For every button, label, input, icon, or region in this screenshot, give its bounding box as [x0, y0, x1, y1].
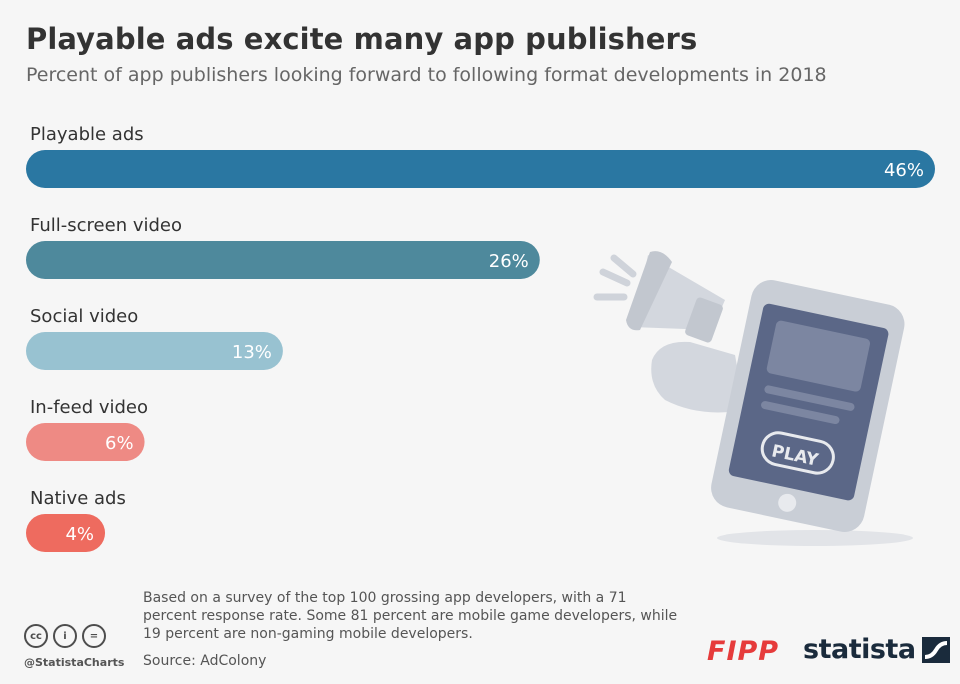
category-label: Full-screen video — [30, 215, 182, 236]
chart-subtitle: Percent of app publishers looking forwar… — [26, 64, 827, 86]
license-icons: cc i = — [24, 624, 106, 648]
smartphone-icon — [711, 280, 905, 532]
source-text: Source: AdColony — [143, 653, 267, 669]
category-label: Playable ads — [30, 124, 144, 145]
bar — [26, 332, 283, 370]
megaphone-icon — [593, 251, 745, 413]
fipp-logo: FIPP — [707, 636, 780, 667]
cc-icon: cc — [24, 624, 48, 648]
bar — [26, 241, 540, 279]
category-label: In-feed video — [30, 397, 148, 418]
no-derivatives-icon: = — [82, 624, 106, 648]
statista-handle: @StatistaCharts — [24, 656, 125, 669]
bar — [26, 514, 106, 552]
value-label: 26% — [489, 251, 529, 272]
phone-shadow — [717, 530, 913, 546]
statista-logo: statista — [803, 634, 916, 665]
value-label: 4% — [65, 524, 94, 545]
category-label: Social video — [30, 306, 138, 327]
bar — [26, 423, 145, 461]
category-label: Native ads — [30, 488, 126, 509]
value-label: 6% — [105, 433, 134, 454]
statista-logo-group: statista — [803, 634, 950, 665]
footer-note: Based on a survey of the top 100 grossin… — [143, 590, 678, 642]
illustration: PLAY — [593, 251, 913, 546]
attribution-icon: i — [53, 624, 77, 648]
value-label: 46% — [884, 160, 924, 181]
chart-title: Playable ads excite many app publishers — [26, 22, 698, 56]
statista-mark-icon — [921, 636, 950, 663]
bar — [26, 150, 935, 188]
value-label: 13% — [232, 342, 272, 363]
